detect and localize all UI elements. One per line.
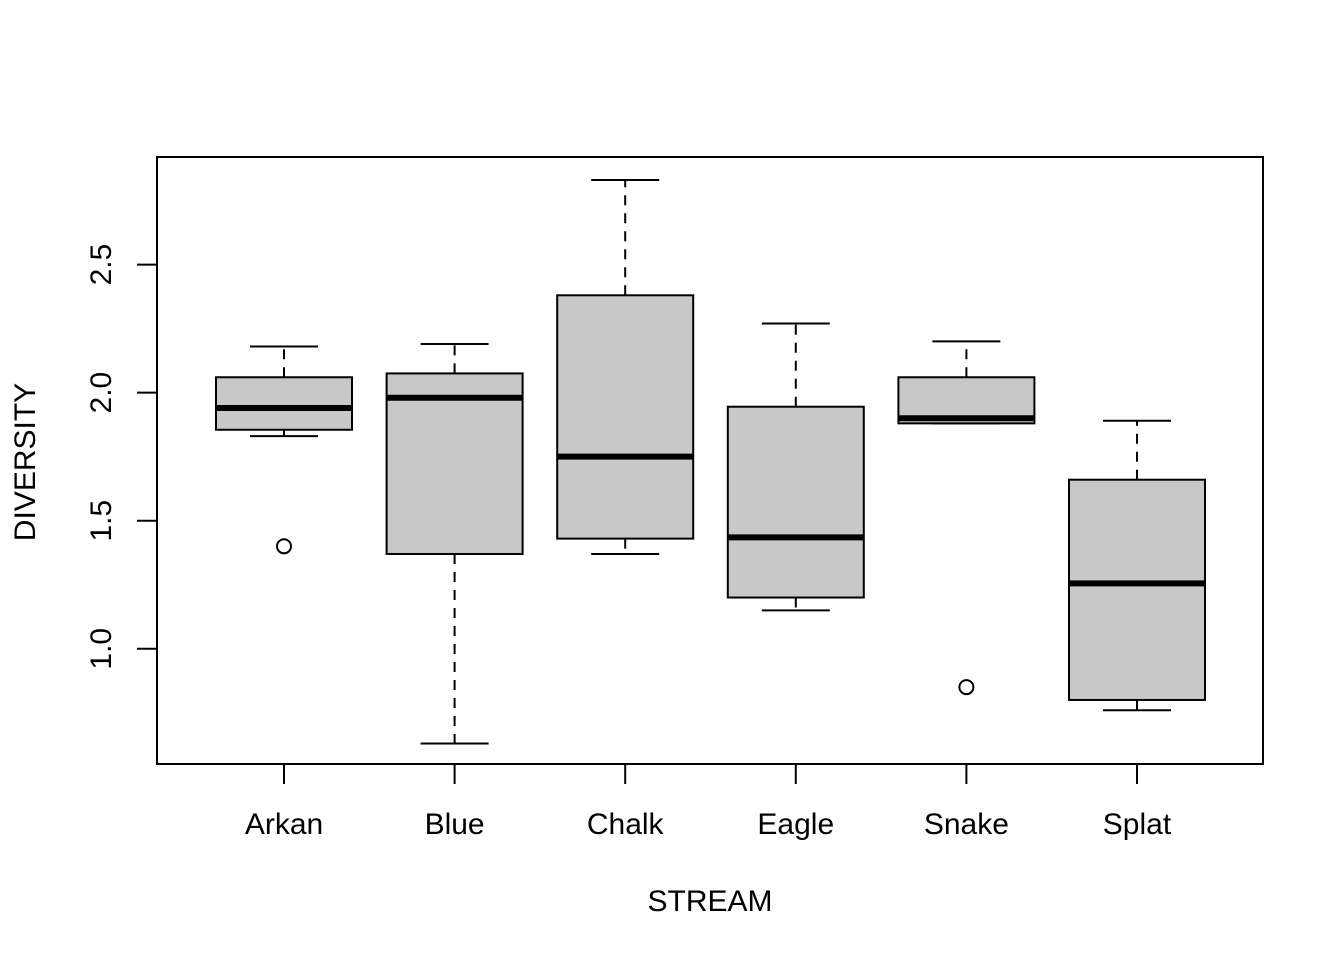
box-iqr [726,405,865,599]
box-group-splat [1068,419,1206,712]
x-tick-label: Chalk [587,808,665,841]
y-tick-label: 2.5 [85,244,118,286]
box-group-arkan [215,345,353,555]
y-tick-label: 2.0 [85,372,118,414]
x-tick-label: Splat [1103,808,1172,841]
box-group-blue [385,342,524,745]
x-tick-label: Eagle [757,808,834,841]
outlier-point [276,538,292,555]
x-tick-label: Snake [924,808,1009,841]
box-group-chalk [556,179,695,555]
x-tick-label: Blue [425,808,485,841]
axis-layer: Arkan Blue Chalk Eagle Snake Splat 1.0 1.5 2.0 2.… [85,244,1172,841]
outlier-point [958,679,975,696]
y-axis-label: DIVERSITY [9,383,42,541]
box-group-snake [897,340,1036,696]
box-group-eagle [726,322,865,612]
y-tick-label: 1.5 [85,500,118,542]
y-tick-label: 1.0 [85,628,118,670]
box-iqr [385,372,524,555]
box-iqr [215,376,353,431]
box-iqr [556,294,695,540]
boxes-layer [215,179,1206,745]
x-tick-label: Arkan [245,808,323,841]
plot-frame [156,156,1264,765]
box-iqr [1068,478,1206,701]
x-axis-label: STREAM [647,885,772,918]
